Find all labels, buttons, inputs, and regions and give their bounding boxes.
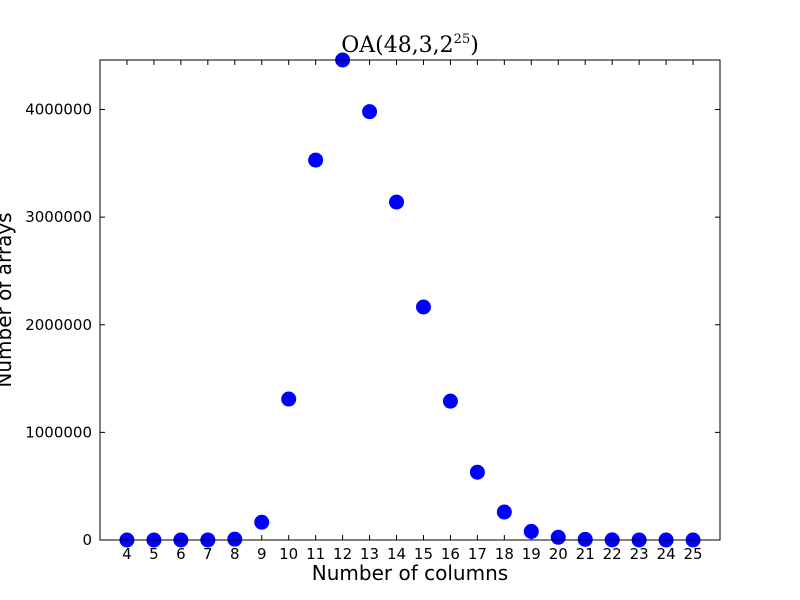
data-point bbox=[281, 391, 297, 407]
data-point bbox=[254, 514, 270, 530]
x-tick-label: 22 bbox=[603, 545, 622, 563]
y-axis-title: Number of arrays bbox=[0, 212, 16, 387]
x-tick-label: 11 bbox=[306, 545, 325, 563]
data-point bbox=[415, 299, 431, 315]
data-point bbox=[389, 194, 405, 210]
x-tick-label: 13 bbox=[360, 545, 379, 563]
chart-title: OA(48,3,225) bbox=[341, 32, 479, 58]
data-point bbox=[550, 529, 566, 545]
y-tick-label: 2000000 bbox=[25, 316, 92, 334]
x-tick-label: 14 bbox=[387, 545, 406, 563]
x-tick-label: 6 bbox=[176, 545, 186, 563]
x-tick-label: 8 bbox=[230, 545, 240, 563]
x-axis-title: Number of columns bbox=[312, 561, 508, 585]
data-point bbox=[227, 531, 243, 547]
x-tick-label: 21 bbox=[576, 545, 595, 563]
data-points bbox=[119, 52, 701, 548]
x-tick-label: 16 bbox=[441, 545, 460, 563]
x-tick-label: 19 bbox=[522, 545, 541, 563]
y-tick-label: 4000000 bbox=[25, 101, 92, 119]
data-point bbox=[469, 464, 485, 480]
x-tick-label: 24 bbox=[657, 545, 676, 563]
x-tick-label: 18 bbox=[495, 545, 514, 563]
x-tick-label: 15 bbox=[414, 545, 433, 563]
x-tick-label: 12 bbox=[333, 545, 352, 563]
x-tick-label: 5 bbox=[149, 545, 159, 563]
x-tick-label: 20 bbox=[549, 545, 568, 563]
y-tick-label: 3000000 bbox=[25, 208, 92, 226]
data-point bbox=[308, 152, 324, 168]
plot-frame bbox=[99, 59, 721, 541]
y-tick-label: 1000000 bbox=[25, 423, 92, 441]
y-tick-label: 0 bbox=[82, 531, 92, 549]
x-tick-label: 9 bbox=[257, 545, 267, 563]
axis-ticks: 0 1000000 2000000 3000000 4000000 4 5 6 7 8 9 10 11 1… bbox=[25, 60, 720, 563]
x-tick-label: 10 bbox=[279, 545, 298, 563]
data-point bbox=[523, 523, 539, 539]
x-tick-label: 23 bbox=[630, 545, 649, 563]
data-point bbox=[442, 393, 458, 409]
data-point bbox=[362, 104, 378, 120]
data-point bbox=[496, 504, 512, 520]
x-tick-label: 17 bbox=[468, 545, 487, 563]
x-tick-label: 4 bbox=[122, 545, 132, 563]
x-tick-label: 25 bbox=[683, 545, 702, 563]
x-tick-label: 7 bbox=[203, 545, 213, 563]
data-point bbox=[577, 531, 593, 547]
